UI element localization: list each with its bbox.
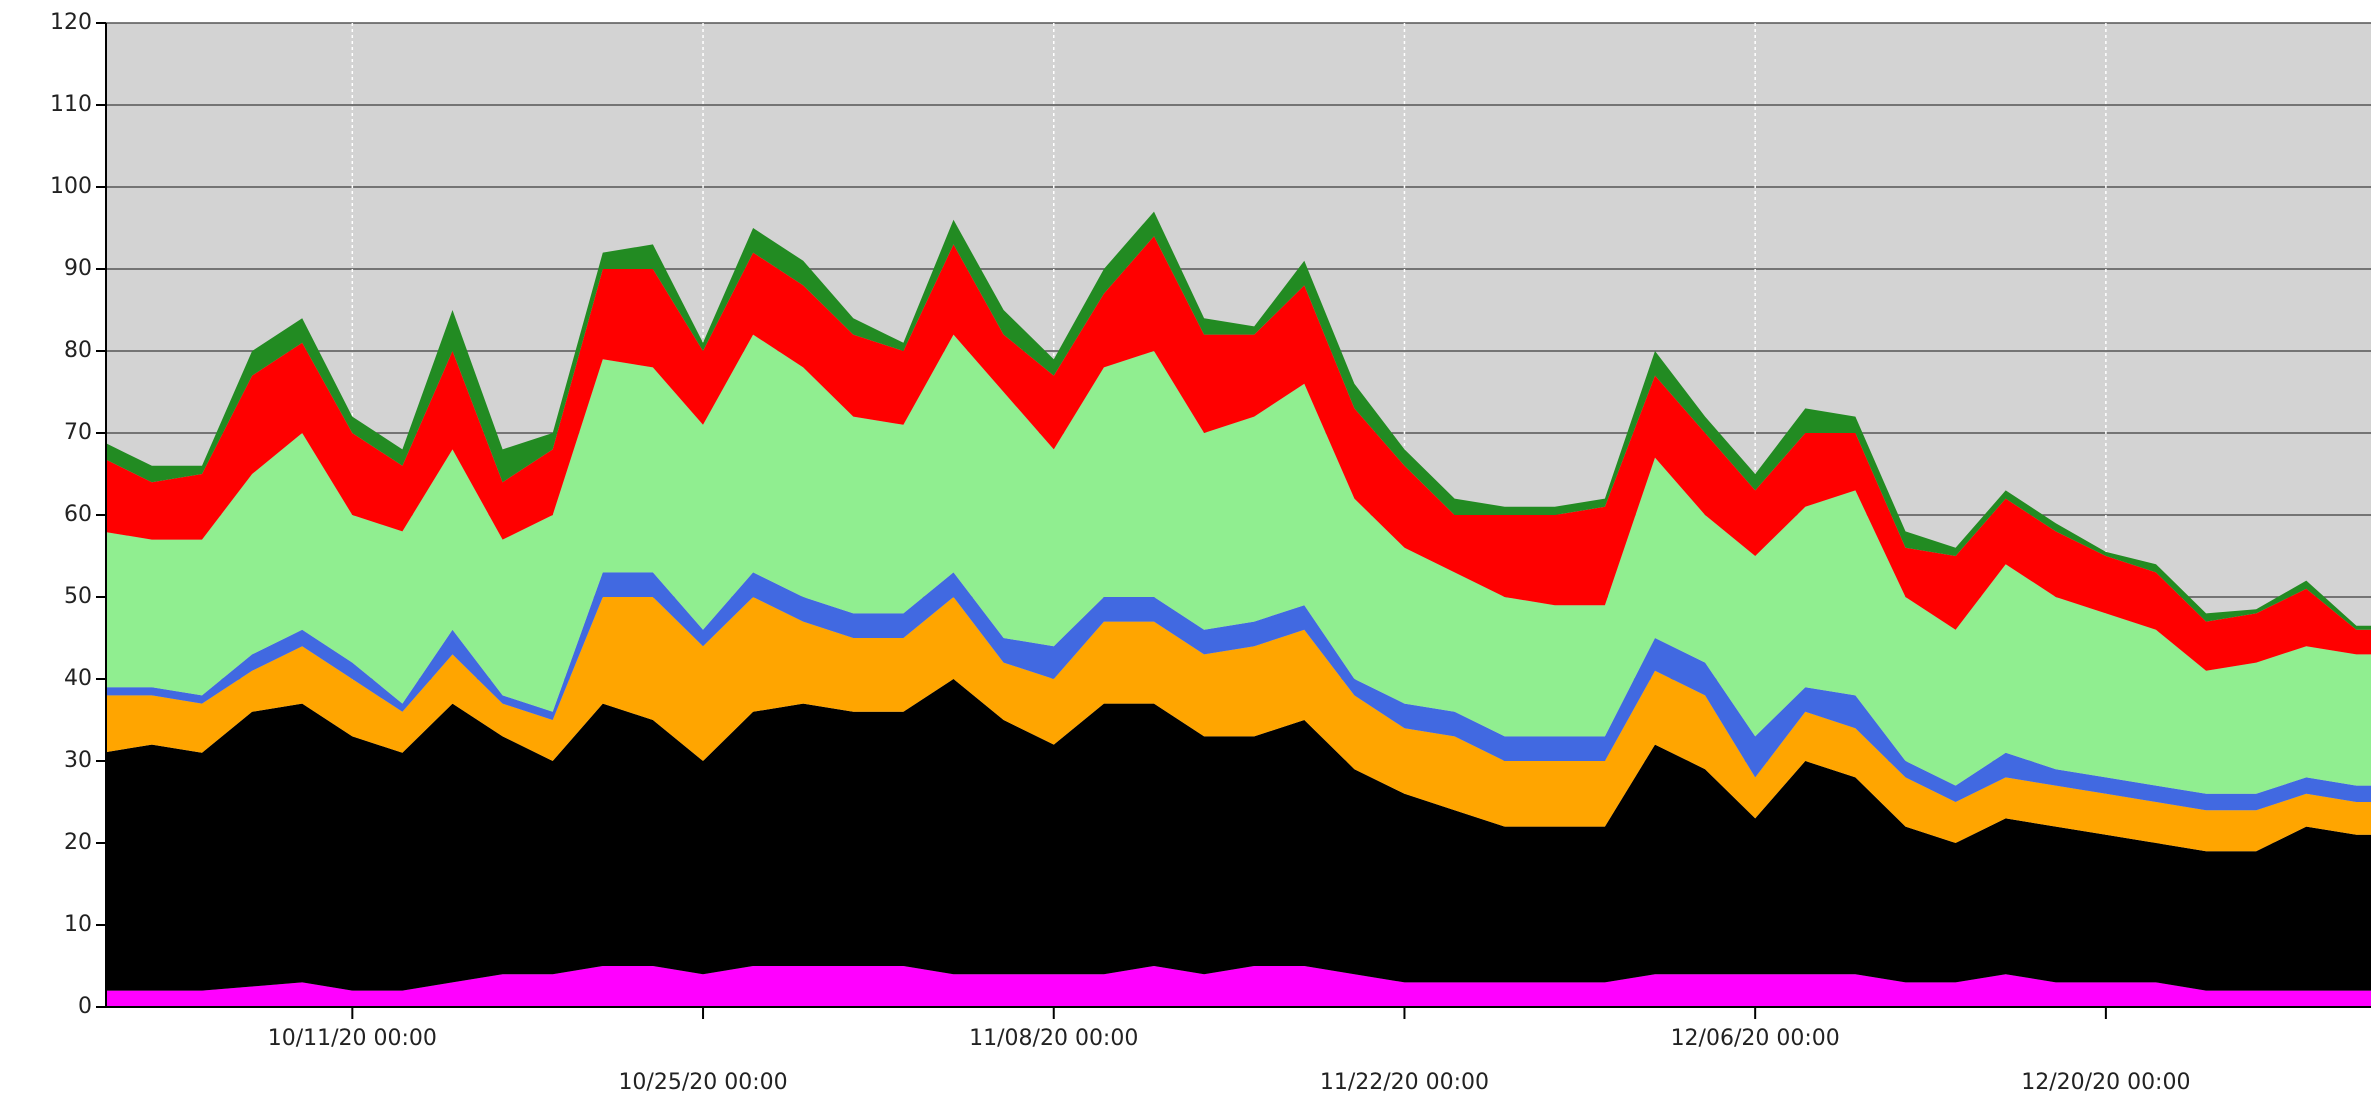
x-tick-label: 11/22/20 00:00 — [1320, 1070, 1489, 1095]
y-tick-label: 100 — [50, 174, 92, 199]
area — [106, 572, 2371, 811]
area — [106, 597, 2371, 852]
x-tick-label: 10/11/20 00:00 — [268, 1026, 437, 1051]
y-tick-label: 20 — [64, 830, 92, 855]
y-tick-label: 80 — [64, 338, 92, 363]
y-tick-label: 10 — [64, 912, 92, 937]
x-tick-label: 12/20/20 00:00 — [2021, 1070, 2190, 1095]
area — [106, 211, 2371, 630]
x-tick-label: 12/06/20 00:00 — [1671, 1026, 1840, 1051]
y-tick-label: 40 — [64, 666, 92, 691]
area — [106, 334, 2371, 794]
area — [106, 236, 2371, 671]
y-tick-label: 110 — [50, 92, 92, 117]
y-tick-label: 30 — [64, 748, 92, 773]
area — [106, 966, 2371, 1007]
area — [106, 679, 2371, 991]
y-tick-label: 50 — [64, 584, 92, 609]
y-tick-label: 60 — [64, 502, 92, 527]
x-tick-label: 11/08/20 00:00 — [969, 1026, 1138, 1051]
y-tick-label: 90 — [64, 256, 92, 281]
x-tick-label: 10/25/20 00:00 — [618, 1070, 787, 1095]
y-tick-label: 0 — [78, 994, 92, 1019]
y-tick-label: 120 — [50, 10, 92, 35]
y-tick-label: 70 — [64, 420, 92, 445]
areas — [106, 211, 2371, 1007]
